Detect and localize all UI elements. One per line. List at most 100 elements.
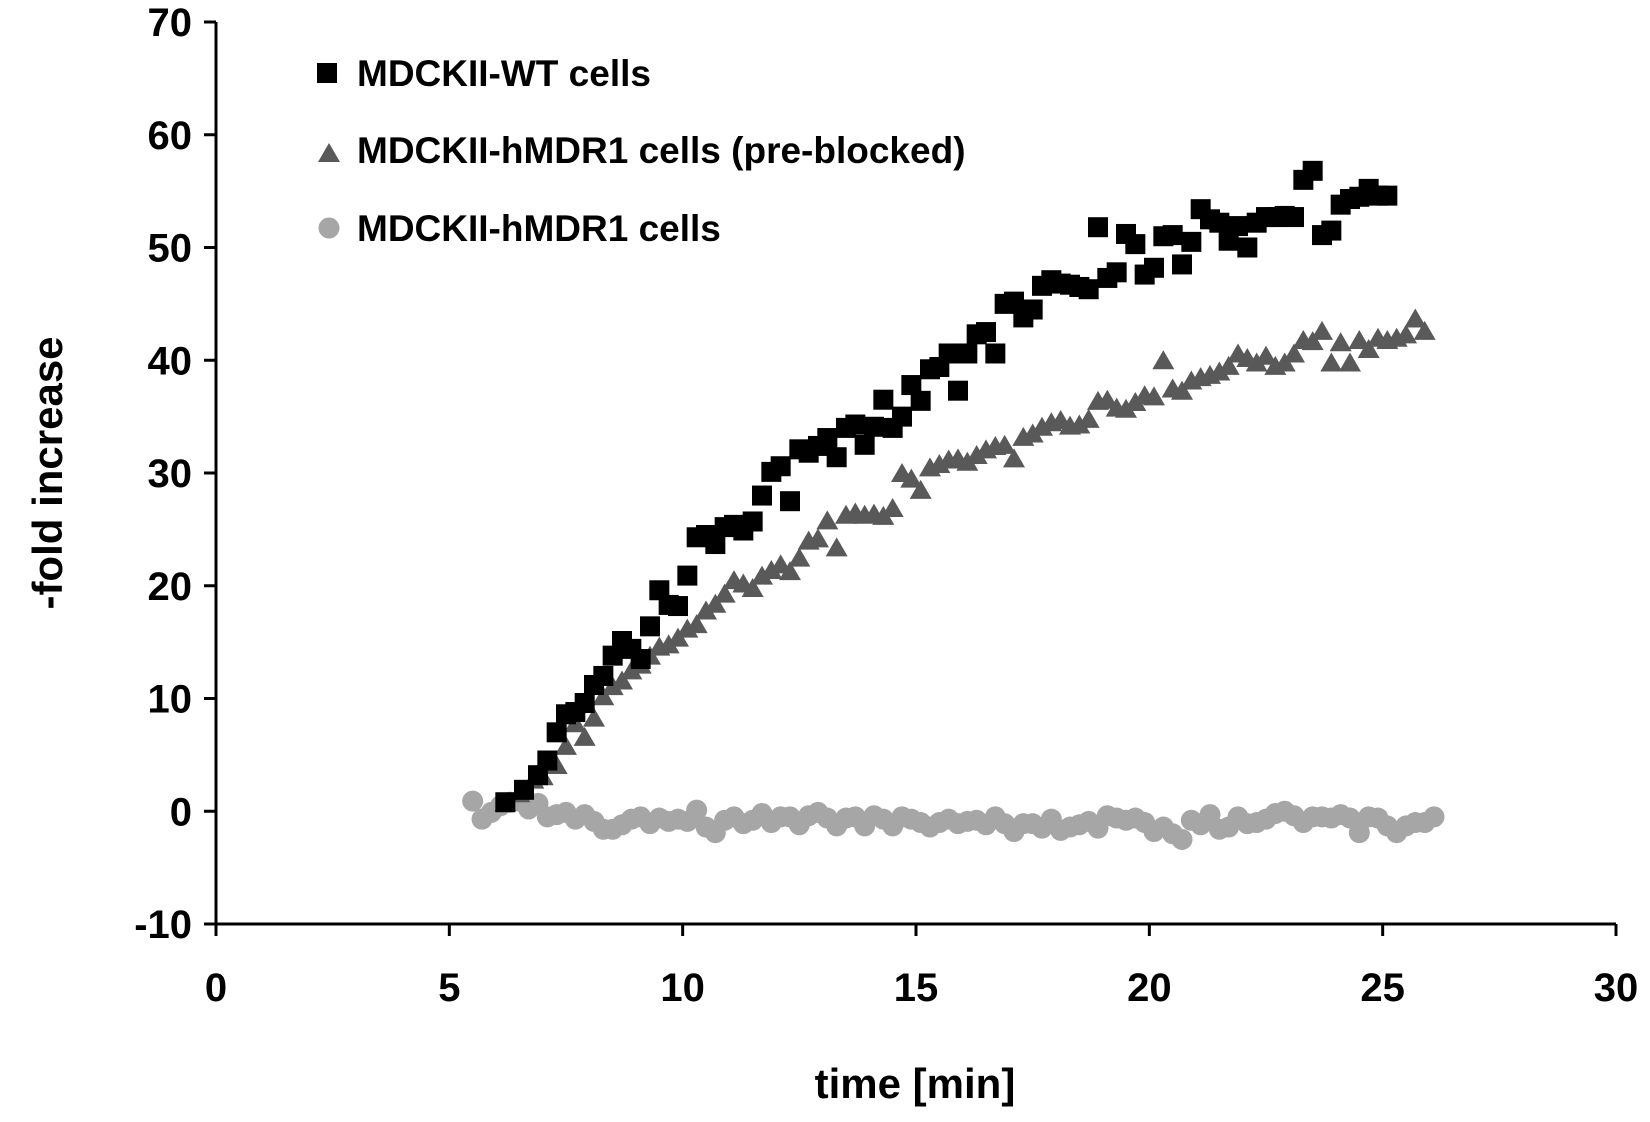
- data-point-triangle: [713, 583, 736, 603]
- data-point-triangle: [1171, 380, 1193, 400]
- data-point-triangle: [1096, 389, 1119, 409]
- data-point-triangle: [1348, 329, 1371, 349]
- data-point-square: [1228, 216, 1248, 237]
- y-tick-label: 50: [148, 227, 193, 271]
- data-point-square: [1125, 234, 1146, 255]
- data-point-triangle: [1217, 355, 1240, 375]
- data-point-square: [593, 665, 614, 686]
- data-point-triangle: [1311, 320, 1333, 340]
- data-point-triangle: [900, 468, 923, 488]
- legend-label: MDCKII-hMDR1 cells (pre-blocked): [357, 130, 966, 171]
- data-point-triangle: [583, 707, 605, 727]
- data-point-triangle: [993, 434, 1016, 454]
- data-point-triangle: [909, 479, 932, 499]
- x-tick-label: 20: [1127, 966, 1172, 1010]
- data-point-square: [770, 456, 791, 477]
- series-layer: [462, 160, 1445, 850]
- data-point-triangle: [881, 497, 904, 517]
- x-tick-label: 0: [205, 966, 227, 1010]
- data-point-square: [910, 390, 931, 411]
- data-point-square: [1321, 220, 1342, 241]
- x-tick-label: 25: [1360, 966, 1405, 1010]
- data-point-square: [1284, 207, 1304, 228]
- y-tick-label: 30: [148, 452, 193, 496]
- data-point-triangle: [1339, 352, 1361, 372]
- data-point-square: [1004, 291, 1024, 312]
- data-point-square: [630, 649, 651, 670]
- data-point-square: [976, 322, 996, 343]
- data-point-square: [1162, 225, 1183, 246]
- y-tick-label: 20: [148, 565, 193, 609]
- data-point-square: [845, 414, 866, 435]
- data-point-triangle: [1413, 320, 1436, 340]
- data-point-triangle: [1329, 332, 1352, 352]
- data-point-square: [780, 491, 800, 512]
- data-point-triangle: [1283, 343, 1305, 363]
- data-point-circle: [1348, 822, 1370, 844]
- data-point-square: [1302, 160, 1323, 181]
- data-point-square: [1106, 262, 1127, 283]
- data-point-triangle: [760, 559, 783, 579]
- data-point-triangle: [1357, 338, 1380, 358]
- data-point-triangle: [1003, 448, 1025, 468]
- data-point-square: [546, 722, 567, 743]
- data-point-square: [948, 380, 968, 401]
- x-axis-title: time [min]: [815, 1060, 1016, 1107]
- data-point-square: [640, 616, 660, 637]
- data-point-square: [957, 343, 978, 364]
- data-point-square: [677, 565, 698, 586]
- data-point-square: [537, 750, 558, 771]
- data-point-square: [1181, 231, 1202, 252]
- y-tick-label: 60: [148, 114, 193, 158]
- legend-marker-square: [317, 63, 337, 83]
- data-point-triangle: [751, 565, 773, 585]
- data-point-square: [1237, 237, 1258, 258]
- data-point-square: [574, 693, 595, 714]
- data-point-square: [1078, 279, 1099, 300]
- data-point-square: [1172, 254, 1192, 275]
- x-tick-label: 10: [660, 966, 705, 1010]
- y-tick-label: 70: [148, 1, 193, 45]
- ticks: [204, 20, 1618, 936]
- data-point-triangle: [620, 660, 643, 680]
- data-point-square: [668, 596, 688, 617]
- data-point-square: [495, 792, 516, 813]
- x-tick-label: 30: [1594, 966, 1639, 1010]
- data-point-square: [1088, 217, 1108, 238]
- tick-labels: -10 0 10 20 30 40 50 60 70 0 5 10 15 20 25 30: [134, 1, 1638, 1010]
- data-point-triangle: [1143, 386, 1165, 406]
- legend-marker-triangle: [318, 143, 340, 162]
- y-axis-title: -fold increase: [24, 336, 71, 609]
- x-tick-label: 5: [438, 966, 460, 1010]
- data-point-triangle: [965, 444, 988, 464]
- series-triangle: [494, 308, 1436, 812]
- legend-label: MDCKII-hMDR1 cells: [357, 208, 721, 249]
- data-point-square: [854, 434, 875, 455]
- data-point-triangle: [788, 547, 811, 567]
- y-tick-label: 40: [148, 339, 193, 383]
- data-point-triangle: [779, 561, 801, 581]
- data-point-triangle: [1395, 324, 1417, 344]
- data-point-square: [1377, 185, 1398, 206]
- data-point-circle: [686, 799, 708, 821]
- y-tick-label: 0: [170, 790, 192, 834]
- data-point-circle: [1171, 828, 1193, 850]
- data-point-triangle: [1255, 345, 1277, 365]
- data-point-triangle: [741, 578, 764, 598]
- data-point-triangle: [1152, 350, 1175, 370]
- series-circle: [462, 790, 1445, 850]
- legend-label: MDCKII-WT cells: [357, 53, 651, 94]
- data-point-square: [826, 447, 847, 468]
- data-point-square: [864, 416, 884, 437]
- data-point-triangle: [1208, 361, 1231, 381]
- data-point-circle: [462, 790, 484, 812]
- data-point-triangle: [611, 670, 633, 690]
- data-point-square: [1144, 257, 1164, 278]
- data-point-triangle: [1068, 414, 1091, 434]
- data-point-square: [1022, 299, 1043, 320]
- data-point-square: [938, 343, 959, 364]
- data-point-triangle: [1301, 331, 1324, 351]
- data-point-triangle: [592, 686, 615, 706]
- series-square: [495, 160, 1398, 813]
